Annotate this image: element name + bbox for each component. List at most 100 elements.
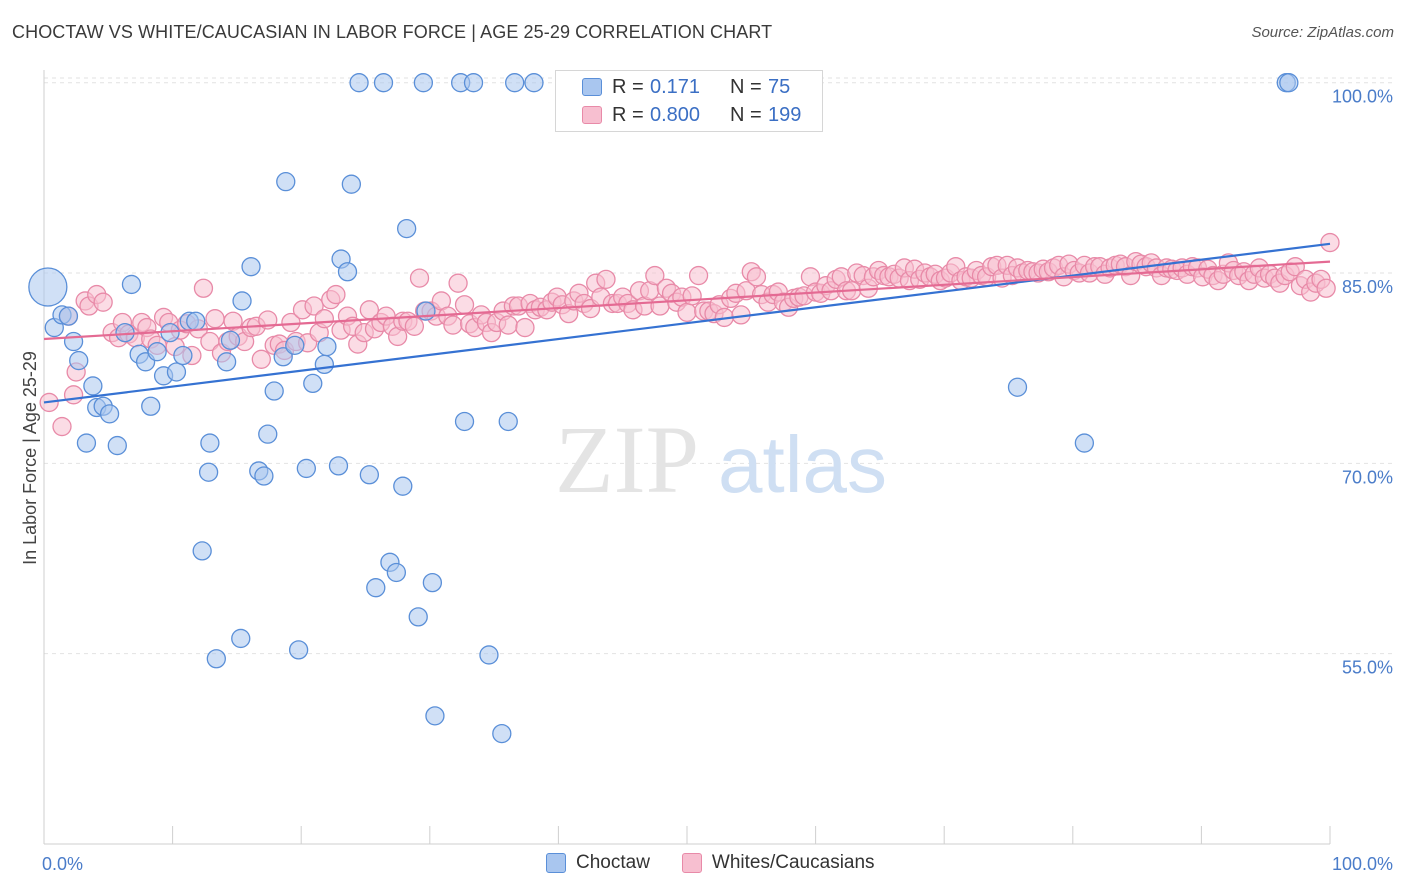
choctaw-point [173,345,193,366]
choctaw-point [254,466,274,486]
legend-swatch-whites [681,853,702,873]
whites-point [746,267,767,287]
choctaw-point [200,433,220,453]
choctaw-point [366,578,386,598]
whites-point [52,416,72,437]
whites-point [1316,278,1336,298]
legend-label-whites: Whites/Caucasians [711,852,875,873]
choctaw-point [273,347,293,367]
legend-r-value: 0.800 [650,103,701,126]
choctaw-point [186,311,206,331]
correlation-legend: R = 0.171 N = 75 R = 0.800 N = 199 [555,70,823,132]
y-tick-label: 70.0% [1342,467,1393,487]
choctaw-point [505,73,525,93]
choctaw-point [454,411,475,432]
choctaw-point [258,424,278,444]
choctaw-point [413,73,434,93]
grid-lines [44,77,1395,655]
whites-point [251,349,271,369]
choctaw-point [1007,377,1028,397]
choctaw-point [1279,73,1299,93]
choctaw-point [349,73,369,93]
choctaw-trend-line [43,242,1331,404]
choctaw-point [463,73,484,93]
choctaw-point [425,706,445,726]
choctaw-point [341,174,362,194]
choctaw-point [288,640,309,660]
whites-point [326,284,346,305]
whites-point [682,286,702,306]
choctaw-point [328,456,349,476]
legend-label-choctaw: Choctaw [576,852,650,873]
y-tick-label: 85.0% [1342,277,1393,297]
whites-point [93,292,113,312]
choctaw-point [337,262,358,282]
choctaw-point [479,645,499,665]
whites-point [454,295,475,315]
whites-trend-line [43,260,1331,341]
legend-n-label: N = [730,103,762,126]
whites-point [677,302,697,323]
choctaw-point [422,572,443,593]
whites-point [688,265,709,286]
watermark: ZIP atlas [555,406,887,513]
choctaw-point [285,335,305,355]
legend-swatch-choctaw [546,853,566,873]
legend-n-value: 75 [768,75,791,98]
choctaw-point [303,373,323,394]
choctaw-point [220,330,241,350]
y-tick-label: 55.0% [1342,658,1393,678]
choctaw-point [69,350,89,371]
x-tick-label: 0.0% [42,854,83,874]
choctaw-point [141,396,161,416]
x-tick-label: 100.0% [1332,854,1393,874]
choctaw-point [206,649,226,669]
whites-point [443,315,463,335]
choctaw-point [386,562,407,583]
choctaw-point [296,458,316,479]
choctaw-point [147,342,167,362]
choctaw-point [397,218,417,239]
legend-row-whites: R = 0.800 N = 199 [582,101,801,129]
legend-item-choctaw: Choctaw [546,852,650,874]
choctaw-point [76,433,97,453]
legend-swatch-whites [582,106,602,124]
choctaw-point [121,274,142,295]
trend-lines [43,242,1331,404]
whites-point [448,273,468,293]
choctaw-point [373,73,394,93]
whites-point [205,309,225,329]
watermark-zip: ZIP [555,406,699,513]
y-tick-label: 100.0% [1332,87,1393,107]
y-axis-label: In Labor Force | Age 25-29 [20,351,40,565]
legend-r-label: R = [612,103,644,126]
whites-point [404,316,425,336]
source-label: Source: ZipAtlas.com [1251,24,1394,41]
choctaw-point [63,331,84,352]
whites-point [193,278,214,298]
choctaw-point [58,306,79,326]
choctaw-point [198,462,219,482]
whites-point [515,317,535,338]
choctaw-point [276,172,296,192]
legend-r-value: 0.171 [650,75,701,98]
whites-point [1320,232,1340,253]
choctaw-point [1074,433,1095,453]
choctaw-point [231,628,251,649]
legend-r-label: R = [612,75,644,98]
choctaw-point [166,362,187,382]
whites-point [304,296,324,316]
choctaw-point [393,476,413,496]
choctaw-point [192,541,212,561]
choctaw-point [216,352,237,372]
tick-labels: 55.0% 70.0% 85.0% 100.0% 0.0% 100.0% [42,87,1393,874]
choctaw-point [28,267,68,307]
choctaw-point [314,354,334,375]
legend-item-whites: Whites/Caucasians [681,852,875,874]
choctaw-point [492,723,512,744]
axes [43,70,1331,845]
choctaw-point [232,291,252,311]
whites-point [314,309,334,329]
whites-point [498,315,518,335]
